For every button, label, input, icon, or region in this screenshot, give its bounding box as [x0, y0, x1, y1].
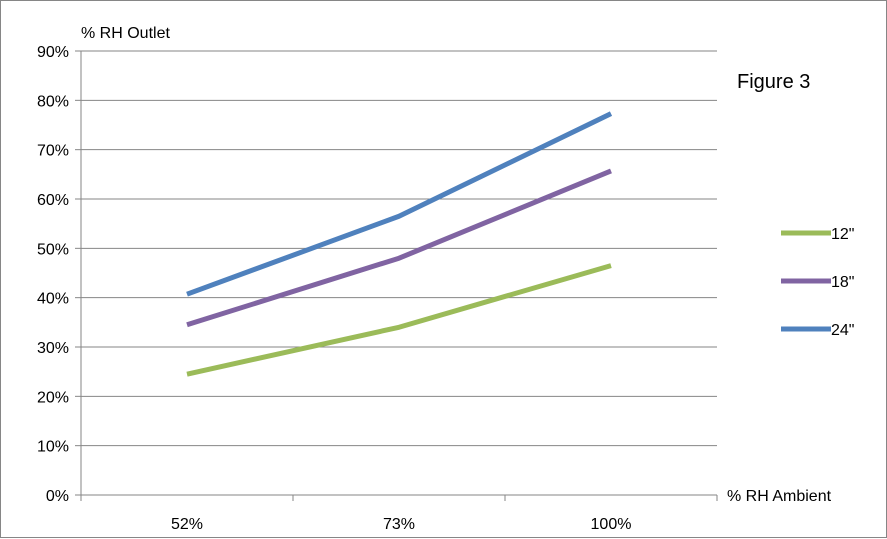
x-tick-label: 100% — [591, 516, 632, 533]
y-tick-label: 10% — [37, 439, 69, 456]
x-tick-labels: 52% 73% 100% — [171, 516, 631, 533]
y-tick-label: 60% — [37, 192, 69, 209]
y-tick-label: 30% — [37, 340, 69, 357]
y-tick-label: 70% — [37, 143, 69, 160]
x-tick-label: 52% — [171, 516, 203, 533]
y-tick-label: 90% — [37, 44, 69, 61]
legend: 12" 18" 24" — [781, 226, 854, 339]
x-tick-label: 73% — [383, 516, 415, 533]
y-axis-title: % RH Outlet — [81, 25, 170, 42]
y-tick-label: 40% — [37, 291, 69, 308]
y-tick-label: 50% — [37, 241, 69, 258]
x-axis-title: % RH Ambient — [727, 488, 832, 505]
legend-label: 18" — [831, 274, 854, 291]
series-line — [186, 263, 612, 377]
legend-label: 24" — [831, 322, 854, 339]
axes — [80, 51, 717, 496]
y-tick-label: 80% — [37, 93, 69, 110]
y-tick-labels: 0% 10% 20% 30% 40% 50% 60% 70% 80% 90% — [37, 44, 69, 505]
series-lines — [186, 111, 613, 377]
chart-title: Figure 3 — [737, 71, 810, 93]
y-tick-label: 20% — [37, 389, 69, 406]
legend-label: 12" — [831, 226, 854, 243]
series-line — [186, 168, 612, 328]
series-line — [186, 111, 613, 297]
y-tick-label: 0% — [46, 488, 69, 505]
gridlines — [75, 50, 718, 501]
